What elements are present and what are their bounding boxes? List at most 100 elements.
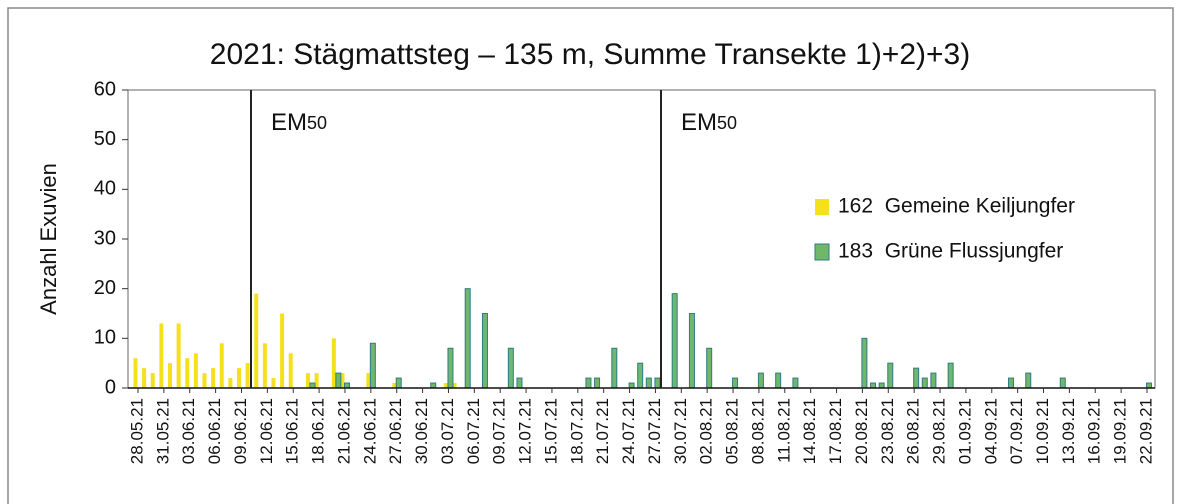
bar xyxy=(1025,372,1032,389)
x-tick-label: 31.05.21 xyxy=(153,398,172,464)
bar xyxy=(262,343,267,388)
bar xyxy=(245,363,250,388)
bar xyxy=(921,377,928,389)
bar xyxy=(452,383,457,388)
bar xyxy=(176,323,181,388)
x-tick-label: 12.06.21 xyxy=(257,398,276,464)
x-tick-label: 18.07.21 xyxy=(567,398,586,464)
x-tick-label: 21.07.21 xyxy=(593,398,612,464)
x-tick-label: 24.07.21 xyxy=(619,398,638,464)
x-tick-label: 15.07.21 xyxy=(541,398,560,464)
bar xyxy=(193,353,198,388)
chart-title: 2021: Stägmattsteg – 135 m, Summe Transe… xyxy=(210,38,970,71)
bar xyxy=(1008,377,1015,389)
legend-label: 183 Grüne Flussjungfer xyxy=(838,240,1063,263)
bar xyxy=(645,377,652,389)
x-tick-label: 01.09.21 xyxy=(955,398,974,464)
y-tick-label: 20 xyxy=(94,277,116,299)
x-tick-label: 24.06.21 xyxy=(360,398,379,464)
annotation: EM50 xyxy=(681,109,737,136)
bar xyxy=(288,353,293,388)
bar xyxy=(335,372,342,389)
bar xyxy=(654,377,661,389)
bar xyxy=(369,342,376,389)
x-tick-label: 15.06.21 xyxy=(283,398,302,464)
annotation-text: EM xyxy=(271,109,307,136)
bar xyxy=(792,377,799,389)
bar xyxy=(732,377,739,389)
bar xyxy=(688,313,695,389)
bar xyxy=(887,362,894,389)
bar xyxy=(516,377,523,389)
bar xyxy=(185,358,190,388)
bar xyxy=(142,368,147,388)
x-tick-label: 28.05.21 xyxy=(127,398,146,464)
x-tick-label: 17.08.21 xyxy=(826,398,845,464)
x-tick-label: 07.09.21 xyxy=(1007,398,1026,464)
bar xyxy=(228,378,233,388)
x-tick-label: 13.09.21 xyxy=(1059,398,1078,464)
x-tick-label: 26.08.21 xyxy=(904,398,923,464)
x-tick-label: 05.08.21 xyxy=(723,398,742,464)
bar xyxy=(930,372,937,389)
bar xyxy=(464,288,471,389)
legend-swatch xyxy=(814,243,830,261)
bar xyxy=(611,347,618,389)
x-tick-label: 27.07.21 xyxy=(645,398,664,464)
x-tick-label: 21.06.21 xyxy=(334,398,353,464)
frame xyxy=(7,7,1174,504)
x-tick-label: 09.07.21 xyxy=(490,398,509,464)
bar xyxy=(507,347,514,389)
bar xyxy=(236,368,241,388)
x-tick-label: 10.09.21 xyxy=(1033,398,1052,464)
annotation-sub: 50 xyxy=(717,113,737,133)
x-tick-label: 04.09.21 xyxy=(981,398,1000,464)
bar xyxy=(280,313,285,388)
x-tick-label: 20.08.21 xyxy=(852,398,871,464)
bar xyxy=(167,363,172,388)
y-tick-label: 40 xyxy=(94,178,116,200)
bar xyxy=(159,323,164,388)
bar xyxy=(395,377,402,389)
x-tick-label: 02.08.21 xyxy=(697,398,716,464)
bar xyxy=(340,373,345,388)
x-tick-label: 14.08.21 xyxy=(800,398,819,464)
y-tick-label: 30 xyxy=(94,227,116,249)
bar xyxy=(585,377,592,389)
x-tick-label: 11.08.21 xyxy=(774,398,793,463)
x-tick-label: 12.07.21 xyxy=(516,398,535,464)
bar xyxy=(392,383,397,388)
x-tick-label: 06.06.21 xyxy=(205,398,224,464)
bar xyxy=(706,347,713,389)
bar xyxy=(331,338,336,388)
x-tick-label: 06.07.21 xyxy=(464,398,483,464)
bar xyxy=(447,347,454,389)
x-tick-label: 18.06.21 xyxy=(309,398,328,464)
annotation: EM50 xyxy=(271,109,327,136)
y-tick-label: 0 xyxy=(105,376,116,398)
x-tick-label: 03.06.21 xyxy=(179,398,198,464)
x-tick-label: 09.06.21 xyxy=(231,398,250,464)
bar xyxy=(202,373,207,388)
annotation-text: EM xyxy=(681,109,717,136)
bar xyxy=(913,367,920,389)
y-axis-label: Anzahl Exuvien xyxy=(36,163,61,315)
x-tick-label: 16.09.21 xyxy=(1085,398,1104,464)
legend-swatch xyxy=(815,199,829,215)
bar xyxy=(594,377,601,389)
bar xyxy=(757,372,764,389)
x-tick-label: 03.07.21 xyxy=(438,398,457,464)
bar xyxy=(443,383,448,388)
bar xyxy=(150,373,155,388)
bar xyxy=(219,343,224,388)
bar xyxy=(271,378,276,388)
bar xyxy=(775,372,782,389)
x-tick-label: 30.07.21 xyxy=(671,398,690,464)
x-tick-label: 23.08.21 xyxy=(878,398,897,464)
x-tick-label: 27.06.21 xyxy=(386,398,405,464)
bar xyxy=(861,337,868,389)
annotation-sub: 50 xyxy=(307,113,327,133)
bar xyxy=(481,313,488,389)
y-tick-label: 10 xyxy=(94,327,116,349)
